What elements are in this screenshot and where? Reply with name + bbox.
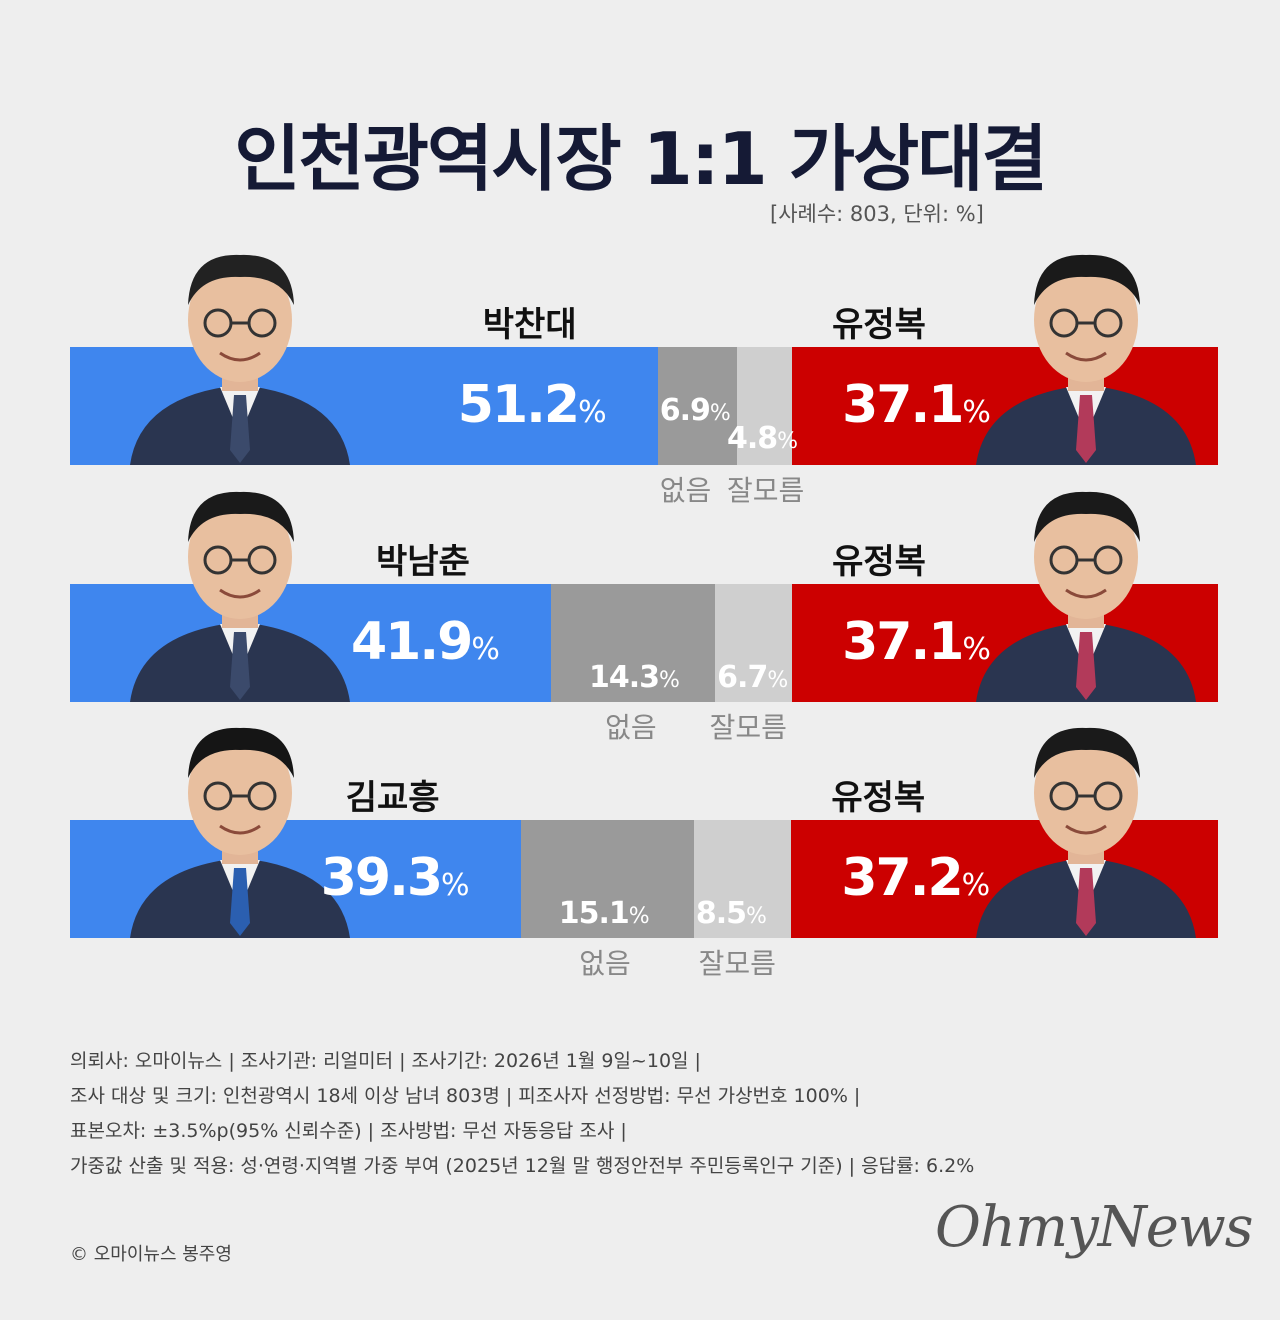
candidate-a-name: 박찬대 [482,305,577,345]
candidate-b-photo [956,708,1216,938]
candidate-b-name: 유정복 [832,305,926,345]
category-label-none: 없음 [579,947,631,980]
stacked-bar: 39.3% 37.2% 15.1% 8.5% [70,727,1218,938]
value-b: 37.1 [842,375,964,435]
pct-sign: % [746,904,767,929]
value-none: 6.9 [659,393,711,428]
bar-unknown [693,820,792,938]
pct-sign: % [628,904,650,929]
value-unknown: 6.7 [717,660,768,695]
value-label-a: 41.9% [351,612,500,672]
stacked-bar: 51.2% 37.1% 6.9% 4.8% [70,254,1218,465]
candidate-a-name: 김교흥 [345,778,440,818]
category-label-none: 없음 [605,711,657,744]
matchup-block: 김교흥 유정복 39.3% 37.2% 15.1% 8.5% 없음 잘모름 [70,727,1218,1008]
matchup-block: 박찬대 유정복 51.2% 37.1% 6.9% 4.8% 없음 잘모름 [70,254,1218,535]
value-unknown: 4.8 [726,421,778,456]
category-label-none: 없음 [659,474,712,507]
credit: © 오마이뉴스 봉주영 [70,1244,232,1265]
pct-sign: % [961,868,990,903]
candidate-b-photo [956,472,1216,702]
ohmynews-logo: OhmyNews [935,1195,1254,1260]
note-line: 표본오차: ±3.5%p(95% 신뢰수준) | 조사방법: 무선 자동응답 조… [70,1120,627,1142]
value-label-none: 6.9% [659,393,731,428]
value-unknown: 8.5 [695,896,747,931]
value-a: 39.3 [320,848,443,908]
value-label-b: 37.1% [842,612,991,672]
pct-sign: % [441,868,469,903]
chart-subtitle: [사례수: 803, 단위: %] [770,202,984,226]
category-label-unknown: 잘모름 [698,947,776,980]
candidate-a-name: 박남춘 [376,542,470,582]
value-b: 37.2 [841,848,963,908]
value-label-unknown: 6.7% [717,660,788,695]
value-none: 14.3 [589,660,660,695]
candidate-b-name: 유정복 [831,778,926,818]
survey-notes: 의뢰사: 오마이뉴스 | 조사기관: 리얼미터 | 조사기간: 2026년 1월… [70,1044,974,1184]
value-label-unknown: 8.5% [695,896,767,931]
value-label-b: 37.2% [841,848,990,908]
candidate-b-photo [956,235,1216,465]
pct-sign: % [659,668,680,693]
value-label-b: 37.1% [842,375,991,435]
value-label-a: 51.2% [457,375,607,435]
pct-sign: % [962,395,990,430]
chart-title: 인천광역시장 1:1 가상대결 [234,117,1048,201]
bar-none [657,347,737,465]
category-label-unknown: 잘모름 [709,711,787,744]
candidate-a-photo [110,472,370,702]
category-label-unknown: 잘모름 [726,474,805,507]
note-line: 조사 대상 및 크기: 인천광역시 18세 이상 남녀 803명 | 피조사자 … [70,1085,861,1107]
pct-sign: % [962,632,990,667]
candidate-a-photo [110,235,370,465]
pct-sign: % [777,429,798,454]
value-a: 41.9 [351,612,473,672]
bar-unknown [736,347,793,465]
value-label-unknown: 4.8% [726,421,798,456]
pct-sign: % [471,632,499,667]
value-label-none: 14.3% [589,660,680,695]
candidate-a-photo [110,708,370,938]
pct-sign: % [767,668,788,693]
value-label-none: 15.1% [558,896,650,931]
note-line: 의뢰사: 오마이뉴스 | 조사기관: 리얼미터 | 조사기간: 2026년 1월… [70,1050,701,1072]
bar-none [551,584,716,702]
bar-none [520,820,694,938]
note-line: 가중값 산출 및 적용: 성·연령·지역별 가중 부여 (2025년 12월 말… [70,1155,975,1177]
value-a: 51.2 [457,375,580,435]
value-none: 15.1 [558,896,630,931]
candidate-b-name: 유정복 [832,542,926,582]
pct-sign: % [709,401,731,426]
value-label-a: 39.3% [320,848,470,908]
bar-unknown [715,584,793,702]
stacked-bar: 41.9% 37.1% 14.3% 6.7% [70,491,1218,702]
pct-sign: % [578,395,606,430]
value-b: 37.1 [842,612,964,672]
matchup-block: 박남춘 유정복 41.9% 37.1% 14.3% 6.7% 없음 잘모름 [70,491,1218,772]
